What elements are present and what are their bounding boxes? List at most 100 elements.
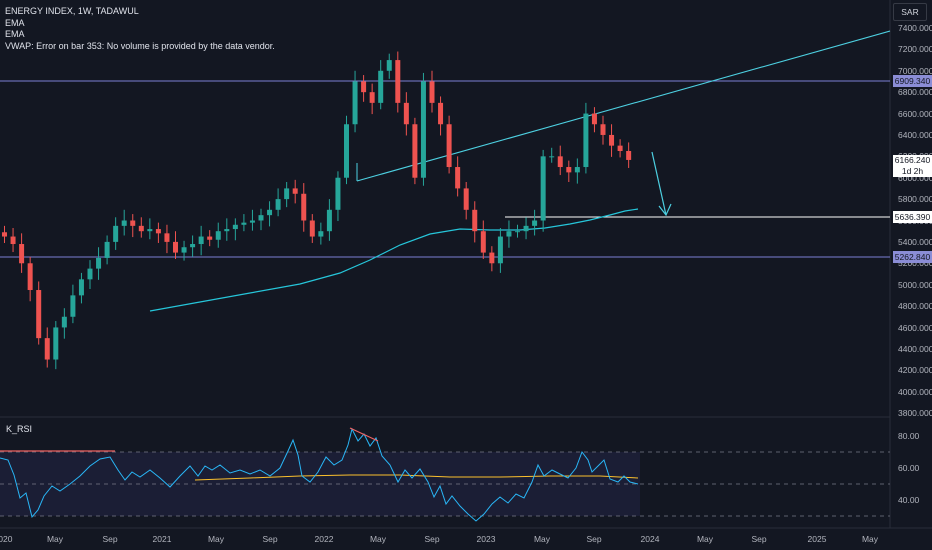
- candle-body[interactable]: [455, 167, 461, 189]
- candle-body[interactable]: [301, 193, 307, 221]
- candle-body[interactable]: [309, 220, 315, 237]
- legend-ema-2[interactable]: EMA: [5, 29, 25, 39]
- candle-body[interactable]: [600, 124, 606, 135]
- candle-body[interactable]: [540, 156, 546, 221]
- rsi-line[interactable]: [0, 427, 639, 522]
- candle-body[interactable]: [215, 231, 221, 240]
- candle-body[interactable]: [70, 295, 76, 317]
- candle-body[interactable]: [147, 229, 153, 232]
- candle-body[interactable]: [87, 268, 93, 280]
- candlestick-series[interactable]: [2, 51, 632, 370]
- candle-body[interactable]: [344, 124, 349, 178]
- time-tick: May: [861, 534, 879, 544]
- candle-body[interactable]: [113, 225, 119, 242]
- candle-body[interactable]: [574, 167, 580, 173]
- chart-legend[interactable]: ENERGY INDEX, 1W, TADAWUL EMA EMA VWAP: …: [5, 6, 275, 52]
- level-price-label: 5636.390: [893, 211, 932, 223]
- candle-body[interactable]: [249, 220, 255, 223]
- candle-body[interactable]: [284, 188, 290, 200]
- candle-body[interactable]: [472, 209, 478, 232]
- candle-body[interactable]: [557, 156, 563, 168]
- candle-body[interactable]: [318, 231, 324, 237]
- candle-body[interactable]: [198, 236, 204, 245]
- candle-body[interactable]: [181, 247, 187, 253]
- candle-body[interactable]: [27, 263, 33, 291]
- rsi-ma-line[interactable]: [194, 474, 639, 481]
- candle-body[interactable]: [369, 92, 375, 103]
- candle-body[interactable]: [463, 188, 469, 210]
- candle-body[interactable]: [420, 81, 426, 178]
- candle-body[interactable]: [10, 236, 16, 245]
- candle-body[interactable]: [130, 220, 136, 226]
- candle-body[interactable]: [480, 231, 486, 253]
- candle-body[interactable]: [361, 81, 367, 93]
- time-tick: 2023: [476, 534, 496, 544]
- candle-body[interactable]: [335, 177, 341, 210]
- currency-button[interactable]: SAR: [893, 3, 927, 21]
- candle-body[interactable]: [78, 279, 84, 296]
- candle-body[interactable]: [292, 188, 298, 194]
- legend-ema-1[interactable]: EMA: [5, 17, 25, 28]
- candle-body[interactable]: [412, 124, 418, 178]
- rsi-indicator-label[interactable]: K_RSI: [6, 424, 33, 434]
- candle-body[interactable]: [61, 316, 67, 328]
- candle-body[interactable]: [121, 220, 127, 226]
- candle-body[interactable]: [232, 224, 238, 230]
- projection-arrow[interactable]: [651, 151, 667, 216]
- candle-body[interactable]: [532, 220, 538, 226]
- divergence-line-2[interactable]: [349, 427, 379, 442]
- projection-arrowhead: [658, 203, 672, 217]
- candle-body[interactable]: [36, 290, 42, 339]
- candle-body[interactable]: [515, 231, 520, 233]
- candle-body[interactable]: [438, 102, 444, 125]
- price-tick: 5200.000: [898, 258, 932, 269]
- candle-body[interactable]: [378, 70, 384, 103]
- time-tick: May: [46, 534, 64, 544]
- candle-body[interactable]: [446, 124, 452, 168]
- candle-body[interactable]: [104, 241, 110, 258]
- candle-body[interactable]: [523, 225, 529, 232]
- candle-body[interactable]: [626, 150, 632, 160]
- candle-body[interactable]: [429, 81, 435, 103]
- candle-body[interactable]: [326, 209, 332, 232]
- price-tick: 4000.000: [898, 386, 932, 397]
- candle-body[interactable]: [609, 134, 615, 146]
- candle-body[interactable]: [583, 113, 589, 168]
- candle-body[interactable]: [53, 327, 59, 360]
- candle-body[interactable]: [395, 60, 401, 103]
- time-tick: Sep: [424, 534, 440, 544]
- legend-vwap-error[interactable]: VWAP: Error on bar 353: No volume is pro…: [5, 40, 275, 51]
- candle-body[interactable]: [164, 233, 170, 242]
- candle-body[interactable]: [591, 113, 597, 125]
- candle-body[interactable]: [267, 209, 273, 216]
- candle-body[interactable]: [224, 229, 230, 232]
- candle-body[interactable]: [207, 236, 213, 240]
- price-tick: 7200.000: [898, 44, 932, 55]
- candle-body[interactable]: [2, 232, 7, 237]
- candle-body[interactable]: [190, 244, 196, 248]
- candle-body[interactable]: [489, 252, 495, 264]
- candle-body[interactable]: [506, 231, 512, 237]
- candle-body[interactable]: [275, 199, 281, 210]
- candle-body[interactable]: [44, 338, 50, 360]
- candle-body[interactable]: [155, 229, 161, 234]
- ema-line[interactable]: [149, 208, 639, 312]
- candle-body[interactable]: [403, 102, 409, 125]
- candle-body[interactable]: [241, 222, 247, 225]
- rsi-tick-60: 60.00: [898, 463, 920, 473]
- candle-body[interactable]: [352, 81, 358, 125]
- candle-body[interactable]: [617, 145, 623, 151]
- candle-body[interactable]: [173, 241, 178, 253]
- candle-body[interactable]: [96, 257, 102, 269]
- candle-body[interactable]: [19, 244, 25, 264]
- candle-body[interactable]: [566, 167, 572, 173]
- candle-body[interactable]: [497, 236, 503, 264]
- price-tick: 5000.000: [898, 279, 932, 290]
- candle-body[interactable]: [386, 60, 392, 71]
- candle-body[interactable]: [138, 225, 144, 232]
- candle-body[interactable]: [549, 156, 555, 158]
- candle-body[interactable]: [258, 215, 264, 221]
- ascending-trendline[interactable]: [356, 30, 891, 182]
